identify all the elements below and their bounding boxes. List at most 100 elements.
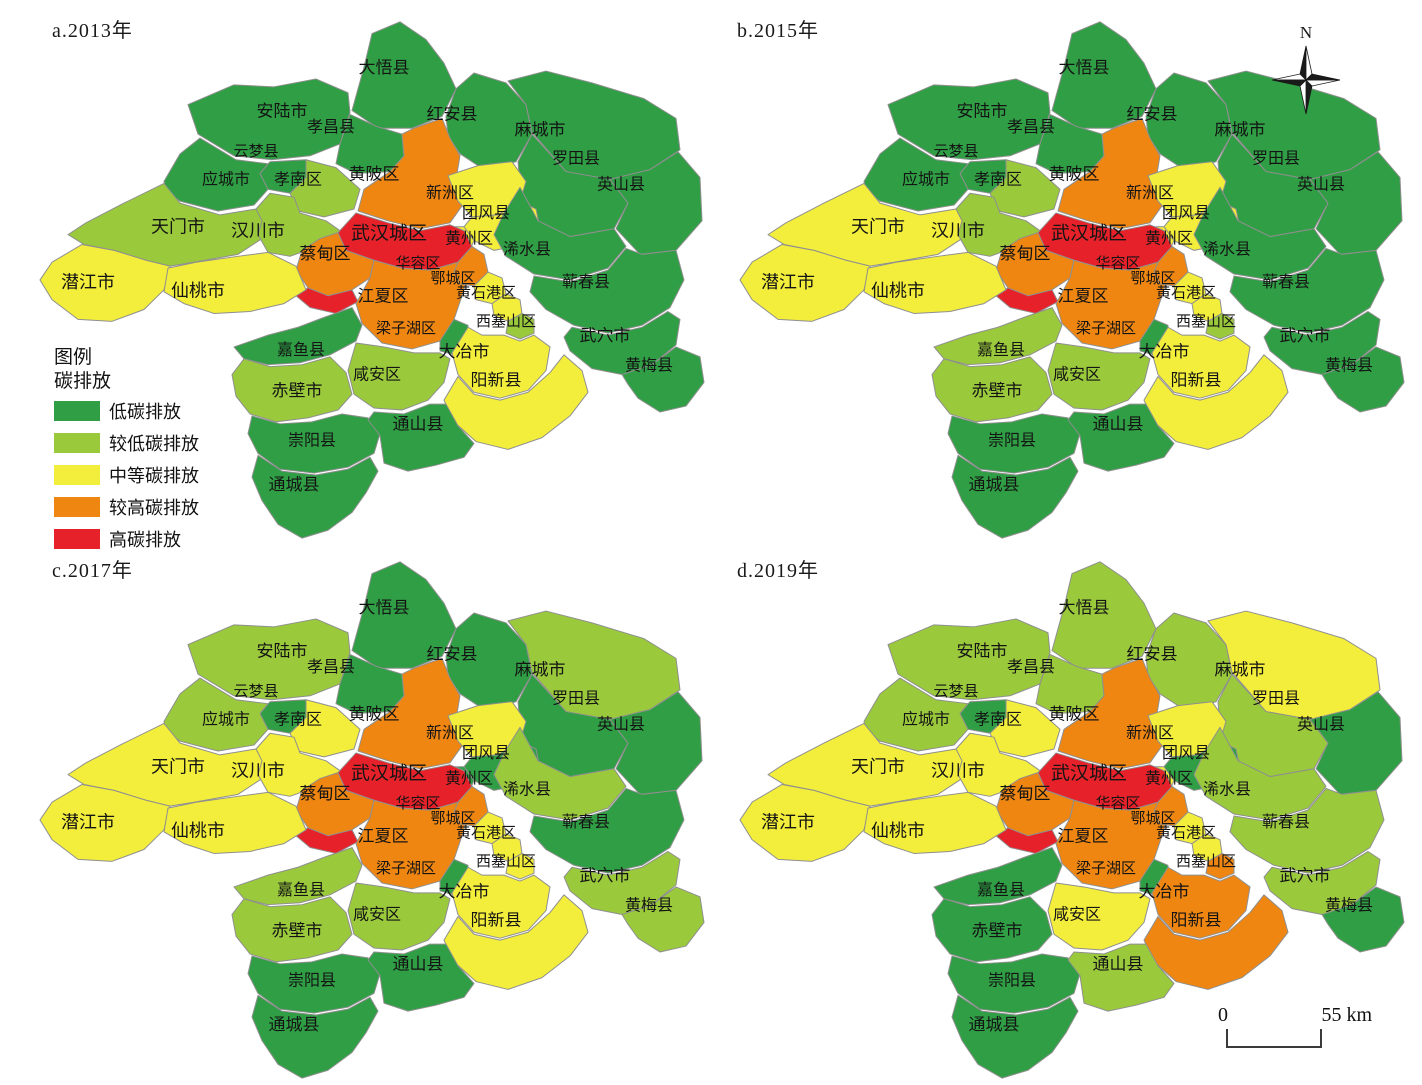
region-xianan bbox=[347, 882, 451, 951]
region-chongyang bbox=[947, 413, 1081, 474]
region-label-hongan: 红安县 bbox=[427, 644, 478, 663]
region-label-chongyang: 崇阳县 bbox=[288, 972, 336, 990]
region-label-wuxue: 武穴市 bbox=[1280, 326, 1331, 345]
region-label-echeng: 鄂城区 bbox=[1131, 270, 1176, 287]
region-xiaonan bbox=[989, 699, 1061, 758]
region-qichun bbox=[1229, 787, 1385, 874]
region-label-caidian: 蔡甸区 bbox=[300, 784, 351, 803]
region-xiantao bbox=[863, 791, 1007, 854]
region-label-chibi: 赤壁市 bbox=[972, 381, 1023, 400]
region-label-tongcheng: 通城县 bbox=[969, 475, 1020, 494]
panel-title-2017: c.2017年 bbox=[52, 560, 133, 582]
region-label-daye: 大冶市 bbox=[1139, 342, 1190, 361]
region-chibi bbox=[931, 896, 1053, 963]
region-label-tongcheng: 通城县 bbox=[269, 1015, 320, 1034]
region-xiaonan bbox=[289, 699, 361, 758]
region-label-hongan: 红安县 bbox=[1127, 104, 1178, 123]
region-tongcheng bbox=[251, 994, 379, 1079]
region-huangmei bbox=[621, 346, 705, 413]
region-label-tongshan: 通山县 bbox=[393, 955, 444, 974]
region-huangpi bbox=[357, 657, 465, 770]
region-label-qichun: 蕲春县 bbox=[562, 273, 610, 291]
legend-label-high: 高碳排放 bbox=[109, 530, 181, 550]
region-xishui bbox=[493, 726, 627, 821]
legend-swatch-low bbox=[54, 401, 100, 421]
legend-swatch-higher bbox=[54, 497, 100, 517]
region-huangpi bbox=[357, 117, 465, 230]
region-label-xinzhou: 新洲区 bbox=[426, 184, 474, 202]
region-label-liangzihu: 梁子湖区 bbox=[376, 320, 436, 337]
region-label-xiaochang: 孝昌县 bbox=[1007, 118, 1055, 136]
region-label-xiantao: 仙桃市 bbox=[171, 821, 225, 841]
region-daye bbox=[451, 326, 551, 399]
legend-item-low: 低碳排放 bbox=[54, 398, 199, 424]
region-label-anlu: 安陆市 bbox=[957, 101, 1008, 120]
region-label-chibi: 赤壁市 bbox=[972, 921, 1023, 940]
region-caidian bbox=[295, 772, 375, 837]
scale-bar-bracket bbox=[1226, 1029, 1322, 1048]
region-tongshan bbox=[1067, 403, 1175, 472]
region-wuxue bbox=[563, 310, 681, 376]
region-label-qianjiang: 潜江市 bbox=[761, 812, 815, 832]
region-label-dawu: 大悟县 bbox=[1059, 598, 1110, 617]
region-label-xisaishan: 西塞山区 bbox=[476, 852, 536, 870]
region-label-yingcheng: 应城市 bbox=[902, 169, 950, 188]
region-label-jiayu: 嘉鱼县 bbox=[277, 881, 325, 899]
region-label-wuhan: 武汉城区 bbox=[351, 763, 427, 785]
region-label-huangzhou: 黄州区 bbox=[1145, 770, 1193, 788]
region-label-jiangxia: 江夏区 bbox=[1058, 827, 1109, 846]
region-label-xiantao: 仙桃市 bbox=[871, 821, 925, 841]
region-label-huangshigang: 黄石港区 bbox=[1156, 825, 1216, 842]
region-label-wuxue: 武穴市 bbox=[580, 326, 631, 345]
region-label-xiaonan: 孝南区 bbox=[274, 710, 322, 728]
region-daye bbox=[451, 866, 551, 939]
region-label-huangpi: 黄陂区 bbox=[1049, 705, 1100, 724]
region-label-jiangxia: 江夏区 bbox=[1058, 287, 1109, 306]
region-label-anlu: 安陆市 bbox=[957, 641, 1008, 660]
region-label-qichun: 蕲春县 bbox=[562, 813, 610, 831]
region-label-xianan: 咸安区 bbox=[1053, 366, 1101, 384]
region-label-huangzhou: 黄州区 bbox=[445, 770, 493, 788]
region-yingshan bbox=[609, 151, 703, 255]
region-chibi bbox=[231, 356, 353, 423]
region-xishui bbox=[1193, 186, 1327, 281]
legend-swatch-high bbox=[54, 529, 100, 549]
region-label-yangxin: 阳新县 bbox=[471, 370, 522, 389]
region-label-xinzhou: 新洲区 bbox=[1126, 724, 1174, 742]
region-label-xisaishan: 西塞山区 bbox=[1176, 852, 1236, 870]
region-label-huangzhou: 黄州区 bbox=[1145, 230, 1193, 248]
region-label-chongyang: 崇阳县 bbox=[988, 972, 1036, 990]
region-label-hanchuan: 汉川市 bbox=[231, 221, 285, 241]
region-label-xiaonan: 孝南区 bbox=[274, 170, 322, 188]
region-xishui bbox=[493, 186, 627, 281]
region-label-qianjiang: 潜江市 bbox=[761, 272, 815, 292]
region-caidian bbox=[995, 232, 1075, 297]
region-label-wuhan: 武汉城区 bbox=[351, 223, 427, 245]
region-xiantao bbox=[163, 791, 307, 854]
region-label-tongshan: 通山县 bbox=[1093, 415, 1144, 434]
region-label-yunmeng: 云梦县 bbox=[234, 683, 279, 700]
panel-title-2019: d.2019年 bbox=[737, 560, 819, 582]
region-label-tianmen: 天门市 bbox=[151, 217, 205, 237]
region-caidian bbox=[295, 232, 375, 297]
region-label-anlu: 安陆市 bbox=[257, 101, 308, 120]
region-wuxue bbox=[1263, 310, 1381, 376]
region-label-jiayu: 嘉鱼县 bbox=[977, 881, 1025, 899]
region-xishui bbox=[1193, 726, 1327, 821]
region-label-echeng: 鄂城区 bbox=[1131, 810, 1176, 827]
region-label-huarong: 华容区 bbox=[1096, 255, 1141, 272]
region-label-huangpi: 黄陂区 bbox=[349, 705, 400, 724]
region-label-hongan: 红安县 bbox=[427, 104, 478, 123]
region-xiantao bbox=[163, 251, 307, 314]
region-label-yangxin: 阳新县 bbox=[1171, 370, 1222, 389]
region-caidian bbox=[995, 772, 1075, 837]
legend-subtitle: 碳排放 bbox=[54, 371, 112, 392]
legend-swatch-lower bbox=[54, 433, 100, 453]
region-label-yingcheng: 应城市 bbox=[202, 169, 250, 188]
region-jiayu bbox=[933, 307, 1063, 366]
region-label-tuanfeng: 团风县 bbox=[462, 745, 510, 762]
region-label-xianan: 咸安区 bbox=[1053, 906, 1101, 924]
region-wuxue bbox=[563, 850, 681, 916]
region-label-xiantao: 仙桃市 bbox=[871, 281, 925, 301]
